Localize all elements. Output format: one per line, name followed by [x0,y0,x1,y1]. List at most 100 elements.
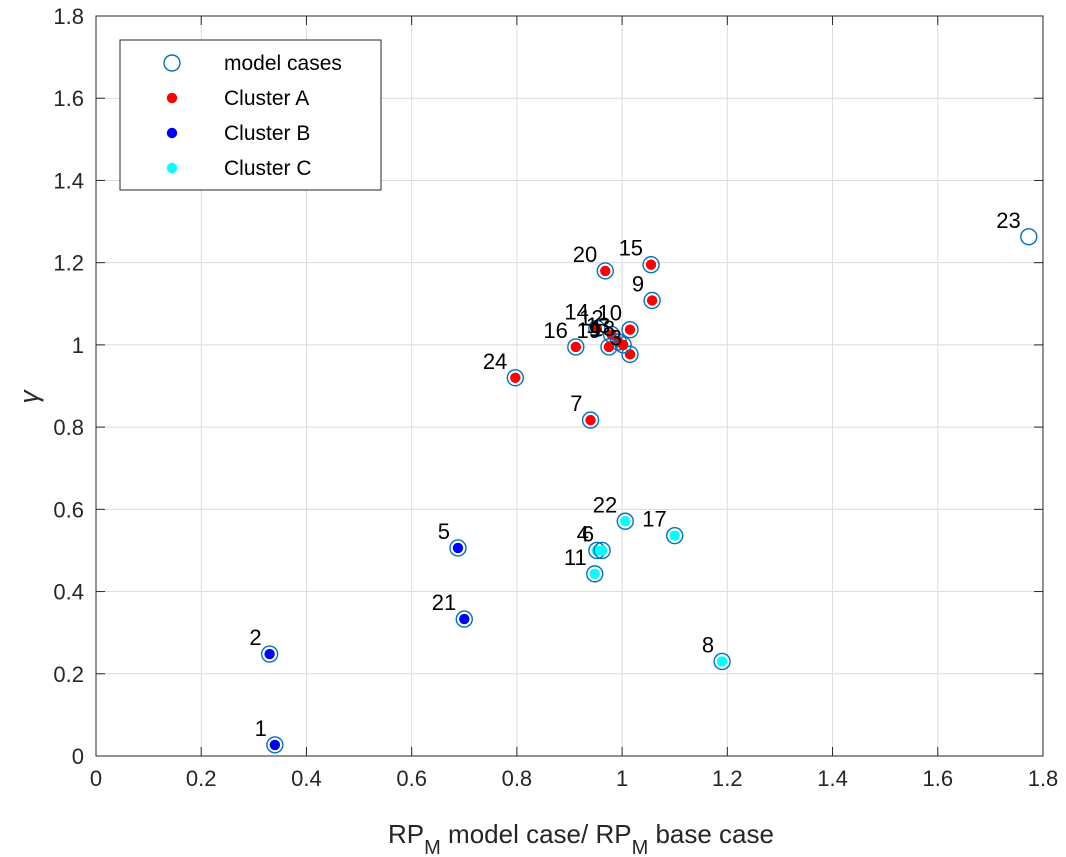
cluster-a-marker [624,324,636,335]
legend-marker-cluster-b [166,127,178,139]
point-label: 2 [249,625,261,650]
model-case-marker [621,320,639,339]
y-tick-label: 0.2 [53,662,84,687]
point-label: 19 [576,318,600,343]
point-label: 18 [591,316,615,341]
point-label: 5 [438,519,450,544]
x-tick-label: 0.8 [502,766,533,791]
point-label: 13 [586,313,610,338]
x-axis-label: RPM model case/ RPM base case [388,819,774,857]
point-label: 16 [543,318,567,343]
point-label: 12 [579,306,603,331]
model-case-marker [455,610,473,628]
model-case-marker [1020,228,1038,246]
model-case-marker [506,369,525,387]
point-label: 4 [577,521,589,546]
model-case-marker [596,262,614,280]
model-case-marker [260,645,279,663]
point-label: 23 [996,208,1020,233]
model-case-marker [600,338,618,356]
point-label: 24 [483,349,507,374]
point-label: 10 [598,301,622,326]
cluster-a-marker [646,295,658,306]
legend-box [119,39,382,191]
point-label: 21 [432,590,456,615]
x-tick-label: 1 [616,766,628,791]
x-tick-label: 0.4 [291,766,322,791]
point-label: 8 [702,632,714,657]
legend-marker-cluster-c [166,162,178,174]
y-tick-label: 0.8 [53,415,84,440]
model-case-marker [666,526,684,545]
point-label: 20 [573,242,597,267]
point-label: 11 [564,545,587,570]
cluster-c-marker [716,656,728,667]
tick-labels: 0 0.2 0.4 0.6 0.8 1 1.2 1.4 1.6 1.8 0 0.2 0.4 0.6 0.8 1… [53,4,1058,791]
point-label: 1 [255,716,267,741]
y-tick-label: 0 [72,744,84,769]
x-tick-label: 1.4 [817,766,848,791]
legend-marker-ring [163,54,181,72]
point-label: 14 [564,299,588,324]
model-case-marker [586,565,604,583]
point-label: 15 [619,236,643,261]
model-case-marker [621,345,639,364]
cluster-c-marker [589,568,600,580]
model-case-marker [266,736,284,754]
cluster-a-marker [624,349,636,360]
cluster-a-marker [603,341,615,353]
cluster-a-marker [600,265,611,277]
model-case-marker [642,256,660,274]
y-tick-label: 1.2 [53,251,84,276]
x-tick-label: 0 [90,766,102,791]
model-case-marker [614,336,632,354]
y-tick-label: 1.4 [53,168,84,193]
legend-marker-cluster-a [166,92,178,104]
cluster-c-marker [620,516,631,527]
legend: model cases Cluster A Cluster B Cluster C [119,39,382,191]
model-case-marker [713,652,731,671]
cluster-b-marker [264,648,275,660]
cluster-a-marker [570,341,582,353]
x-tick-label: 0.2 [186,766,217,791]
point-label: 22 [593,492,617,517]
model-case-marker [449,539,467,557]
cluster-a-marker [510,372,521,383]
point-label: 17 [642,507,666,532]
y-tick-label: 0.6 [53,497,84,522]
cluster-a-marker [645,259,657,270]
axes [95,15,1044,757]
cluster-b-marker [269,739,281,751]
y-axis-label: γ [14,389,44,404]
legend-label: Cluster B [224,122,310,145]
model-case-marker [567,338,585,356]
grid-lines [96,16,1043,756]
cluster-a-marker [606,329,617,340]
model-case-marker [593,541,611,560]
point-label: 9 [632,271,644,296]
x-tick-label: 0.6 [396,766,427,791]
y-tick-label: 1.8 [53,4,84,29]
cluster-b-marker [459,613,470,625]
x-tick-label: 1.8 [1028,766,1059,791]
point-label: 7 [570,391,582,416]
cluster-a-marker [591,323,603,334]
x-tick-label: 1.6 [922,766,953,791]
cluster-a-marker [617,339,629,351]
cluster-c-marker [596,545,608,556]
point-label: 6 [582,521,594,546]
plot-frame [95,15,1044,757]
model-case-marker [581,411,600,429]
model-case-marker [643,291,661,310]
cluster-a-marker [585,414,596,426]
model-case-marker [616,512,634,530]
legend-label: model cases [224,52,342,75]
legend-label: Cluster A [224,87,309,110]
data-markers [260,228,1038,754]
y-tick-label: 0.4 [53,580,84,605]
y-tick-label: 1.6 [53,86,84,111]
model-case-marker [588,319,606,338]
cluster-c-marker [669,530,680,541]
